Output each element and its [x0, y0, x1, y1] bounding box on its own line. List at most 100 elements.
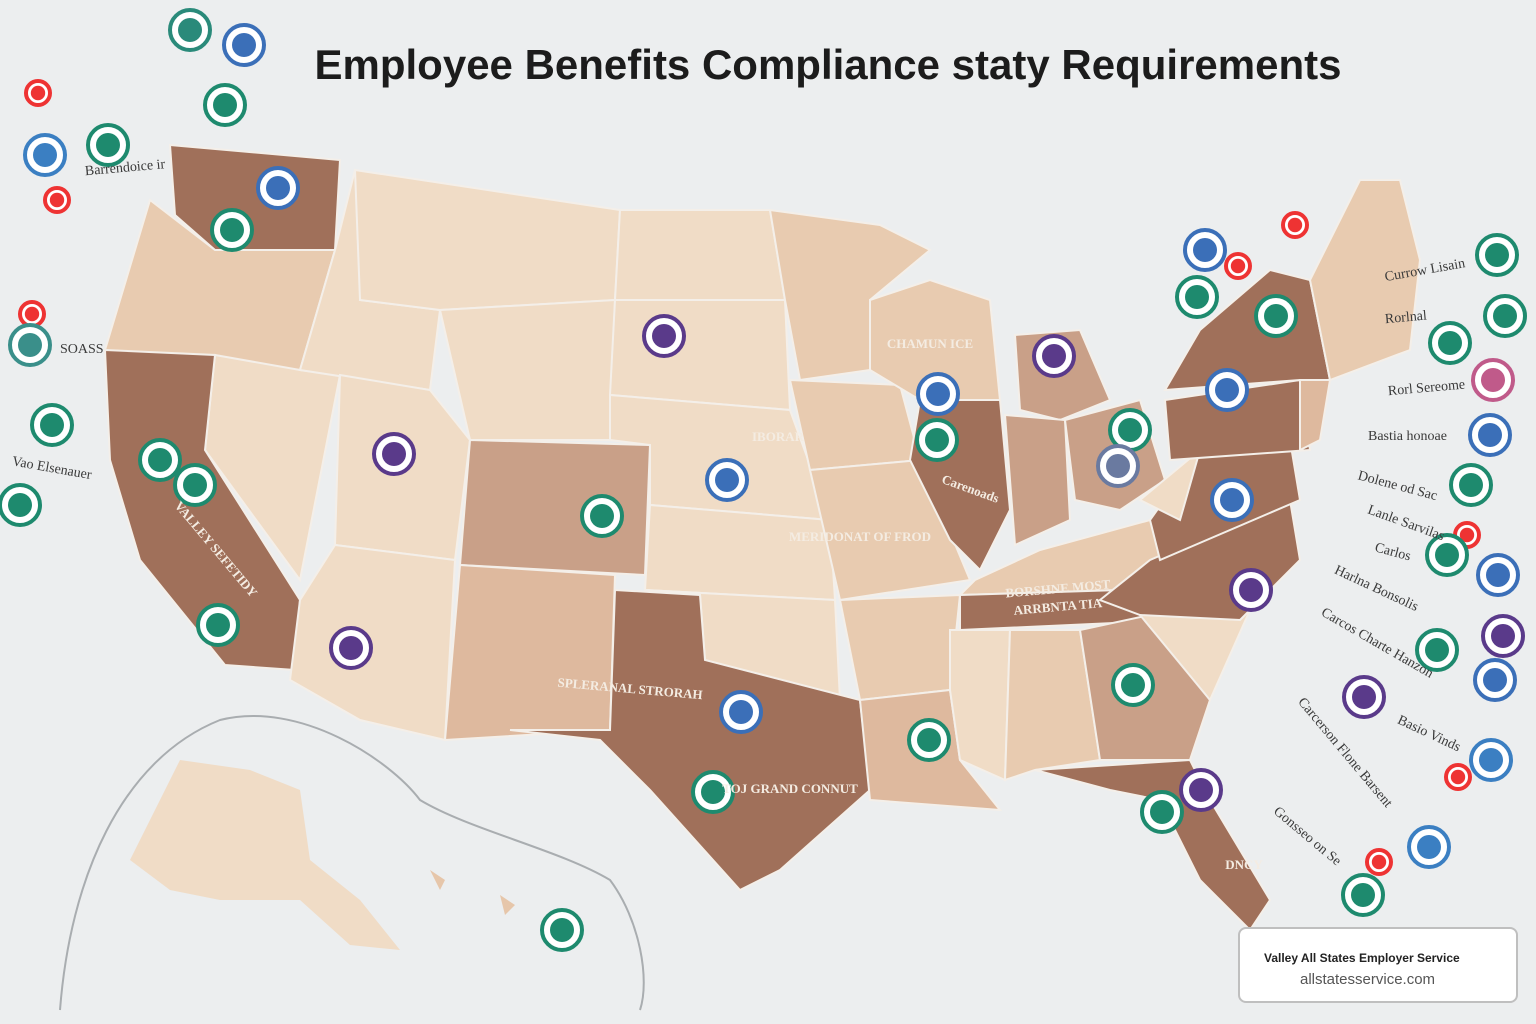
side-label: Carlos [1373, 540, 1412, 564]
icon-core [30, 85, 46, 101]
icon-core [206, 613, 230, 637]
icon-core [183, 473, 207, 497]
icon-core [213, 93, 237, 117]
icon-core [40, 413, 64, 437]
state [1163, 378, 1312, 462]
state [288, 543, 457, 742]
state [608, 299, 792, 412]
alaska [130, 760, 400, 950]
icon-core [1459, 473, 1483, 497]
icon-core [18, 333, 42, 357]
state [1003, 629, 1102, 782]
icon-core [1485, 243, 1509, 267]
icon-core [8, 493, 32, 517]
icon-core [1438, 331, 1462, 355]
icon-core [925, 428, 949, 452]
icon-core [1042, 344, 1066, 368]
state [643, 503, 837, 602]
side-label: Basio Vinds [1395, 713, 1463, 755]
icon-core [1150, 800, 1174, 824]
icon-core [266, 176, 290, 200]
side-label: Barrendoice ir [84, 157, 166, 179]
icon-core [1352, 685, 1376, 709]
icon-core [1435, 543, 1459, 567]
alaska-inset-border [59, 715, 645, 1011]
state [1299, 379, 1332, 452]
icon-core [96, 133, 120, 157]
icon-core [550, 918, 574, 942]
state [438, 298, 617, 441]
map-label: DNCY [1225, 857, 1263, 872]
state [838, 593, 962, 702]
side-label: Carcerson Flone Barsent [1294, 695, 1395, 811]
side-label: Lanle Sarvilas [1366, 503, 1447, 545]
map-label: MERIDONAT OF FROD [789, 529, 931, 544]
side-label: Bastia honoae [1368, 429, 1447, 444]
icon-core [1459, 527, 1475, 543]
side-label: Rorlnal [1384, 309, 1427, 328]
icon-core [1185, 285, 1209, 309]
icon-core [1478, 423, 1502, 447]
icon-core [1264, 304, 1288, 328]
state [1003, 413, 1072, 547]
icon-core [1417, 835, 1441, 859]
icon-core [24, 306, 40, 322]
icon-core [1486, 563, 1510, 587]
icon-core [1287, 217, 1303, 233]
side-label: Dolene od Sac [1356, 468, 1439, 504]
state [1034, 758, 1272, 932]
icon-core [1239, 578, 1263, 602]
side-label: Vao Elsenauer [11, 454, 93, 483]
icon-core [701, 780, 725, 804]
icon-core [1106, 454, 1130, 478]
map-label: CHAMUN ICE [887, 336, 973, 351]
icon-core [1351, 883, 1375, 907]
icon-core [926, 382, 950, 406]
icon-core [652, 324, 676, 348]
icon-core [220, 218, 244, 242]
state [613, 209, 787, 301]
icon-core [1481, 368, 1505, 392]
icon-core [1193, 238, 1217, 262]
map-title: Employee Benefits Compliance staty Requi… [315, 41, 1342, 88]
map-label: TOJ GRAND CONNUT [722, 781, 858, 796]
icon-core [1215, 378, 1239, 402]
state [443, 563, 617, 742]
hawaii [500, 895, 515, 915]
icon-core [729, 700, 753, 724]
icon-core [49, 192, 65, 208]
side-label: SOASS [60, 342, 104, 357]
side-label: Rorl Sereome [1387, 378, 1465, 400]
icon-core [1491, 624, 1515, 648]
icon-core [1450, 769, 1466, 785]
icon-core [382, 442, 406, 466]
side-label: Gonsseo on Se [1270, 804, 1343, 869]
icon-core [33, 143, 57, 167]
state [353, 168, 622, 312]
icon-core [590, 504, 614, 528]
state [949, 629, 1012, 782]
map-label: IBORAR [752, 429, 805, 444]
icon-core [1121, 673, 1145, 697]
footer-box: Valley All States Employer Service allst… [1238, 927, 1518, 1003]
state [788, 378, 922, 472]
footer-url: allstatesservice.com [1300, 971, 1436, 988]
icon-core [1230, 258, 1246, 274]
icon-core [339, 636, 363, 660]
icon-core [1479, 748, 1503, 772]
state [509, 588, 872, 892]
icon-core [1483, 668, 1507, 692]
icon-core [1425, 638, 1449, 662]
icon-core [1371, 854, 1387, 870]
icon-core [715, 468, 739, 492]
state [1138, 447, 1202, 522]
icon-core [1118, 418, 1142, 442]
icon-core [1189, 778, 1213, 802]
icon-core [178, 18, 202, 42]
icon-core [148, 448, 172, 472]
icon-core [232, 33, 256, 57]
hawaii [430, 870, 445, 890]
side-label: Harlna Bonsolis [1332, 563, 1420, 615]
